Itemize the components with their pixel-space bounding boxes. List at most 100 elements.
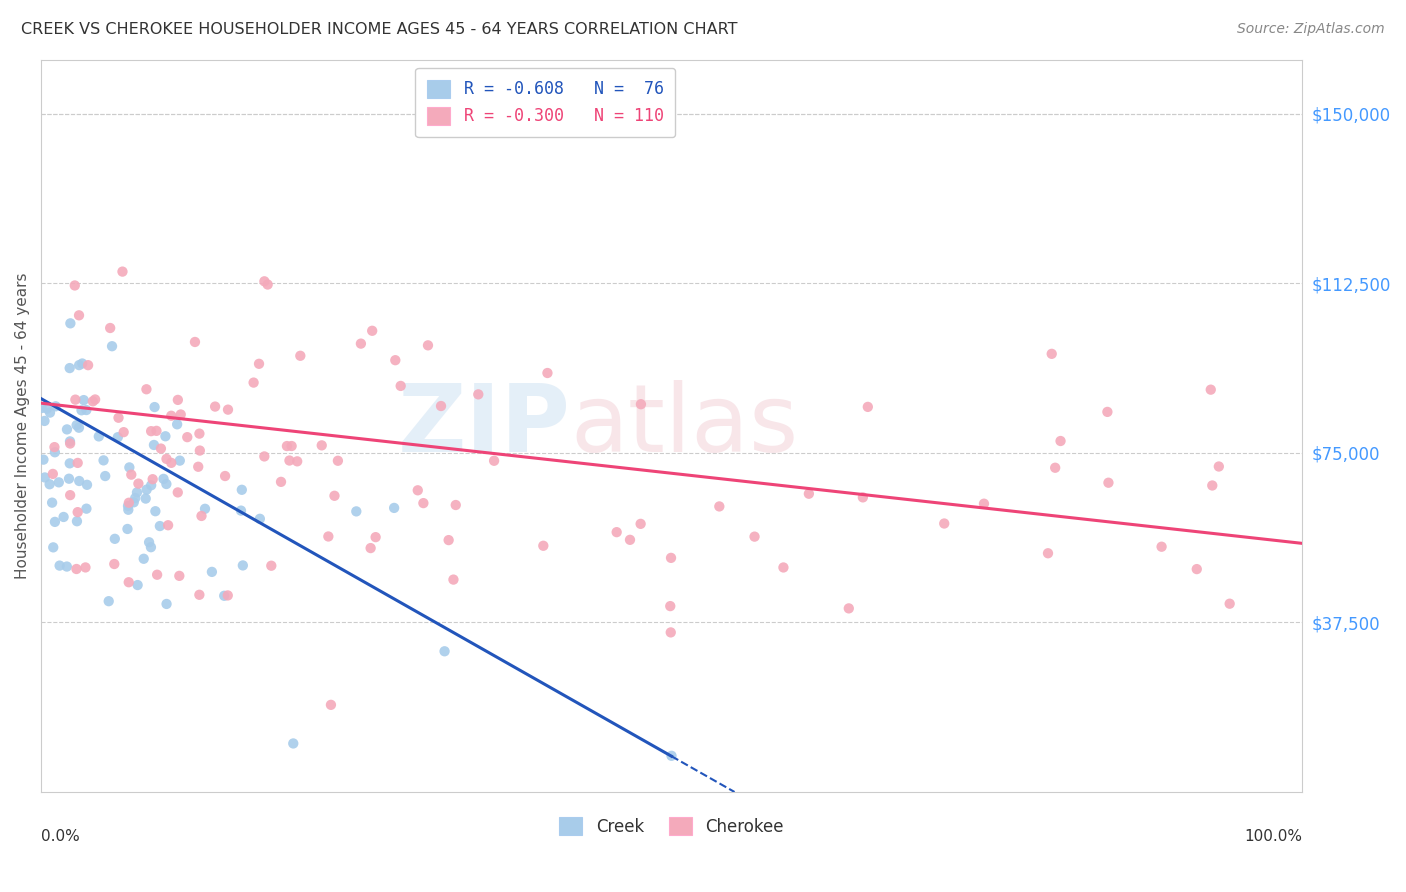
Point bbox=[65, 392, 87, 407]
Point bbox=[125, 485, 148, 500]
Point bbox=[124, 491, 146, 505]
Text: Source: ZipAtlas.com: Source: ZipAtlas.com bbox=[1237, 22, 1385, 37]
Point bbox=[204, 400, 226, 414]
Point bbox=[169, 453, 191, 467]
Point bbox=[166, 485, 188, 500]
Point bbox=[188, 443, 211, 458]
Point bbox=[66, 505, 89, 519]
Point bbox=[98, 321, 121, 335]
Point bbox=[201, 565, 224, 579]
Point bbox=[135, 483, 157, 497]
Point bbox=[214, 469, 236, 483]
Point bbox=[311, 438, 333, 452]
Point bbox=[44, 440, 66, 454]
Point bbox=[772, 560, 794, 574]
Point bbox=[35, 401, 58, 416]
Point bbox=[44, 445, 66, 459]
Point bbox=[389, 379, 412, 393]
Point bbox=[1201, 478, 1223, 492]
Point bbox=[145, 424, 167, 438]
Point bbox=[285, 454, 308, 468]
Point bbox=[141, 478, 163, 492]
Point bbox=[1040, 347, 1063, 361]
Point bbox=[87, 429, 110, 443]
Point bbox=[606, 525, 628, 540]
Point bbox=[256, 277, 278, 292]
Point bbox=[536, 366, 558, 380]
Point bbox=[75, 560, 97, 574]
Point bbox=[1199, 383, 1222, 397]
Point bbox=[276, 439, 298, 453]
Point bbox=[149, 519, 172, 533]
Point bbox=[120, 467, 142, 482]
Point bbox=[934, 516, 956, 531]
Point bbox=[482, 454, 505, 468]
Point bbox=[66, 514, 89, 528]
Point bbox=[797, 487, 820, 501]
Point bbox=[70, 403, 93, 417]
Point bbox=[318, 529, 340, 543]
Point bbox=[101, 339, 124, 353]
Point bbox=[145, 504, 167, 518]
Point bbox=[135, 491, 157, 506]
Point bbox=[59, 434, 82, 449]
Text: 100.0%: 100.0% bbox=[1244, 829, 1302, 844]
Point bbox=[59, 436, 82, 450]
Point bbox=[187, 459, 209, 474]
Point bbox=[139, 540, 162, 554]
Point bbox=[1097, 475, 1119, 490]
Point bbox=[66, 456, 89, 470]
Point bbox=[188, 588, 211, 602]
Point bbox=[34, 470, 56, 484]
Point bbox=[44, 515, 66, 529]
Point bbox=[323, 489, 346, 503]
Point bbox=[107, 410, 129, 425]
Point bbox=[32, 452, 55, 467]
Point bbox=[56, 422, 79, 436]
Point bbox=[107, 430, 129, 444]
Point bbox=[75, 403, 97, 417]
Point bbox=[155, 477, 177, 491]
Point bbox=[118, 460, 141, 475]
Point bbox=[160, 409, 183, 423]
Point bbox=[67, 474, 90, 488]
Point bbox=[242, 376, 264, 390]
Point bbox=[406, 483, 429, 498]
Point bbox=[280, 439, 302, 453]
Point bbox=[118, 496, 141, 510]
Point bbox=[630, 516, 652, 531]
Point bbox=[659, 625, 682, 640]
Point bbox=[67, 358, 90, 372]
Point bbox=[76, 478, 98, 492]
Point bbox=[127, 476, 149, 491]
Point bbox=[45, 400, 67, 414]
Point bbox=[63, 278, 86, 293]
Point bbox=[1150, 540, 1173, 554]
Point bbox=[443, 573, 465, 587]
Point bbox=[176, 430, 198, 444]
Point bbox=[253, 274, 276, 288]
Point bbox=[65, 418, 87, 433]
Point bbox=[184, 334, 207, 349]
Point bbox=[852, 491, 875, 505]
Point bbox=[416, 338, 439, 352]
Point bbox=[138, 535, 160, 549]
Point bbox=[73, 393, 96, 408]
Point bbox=[117, 499, 139, 513]
Point bbox=[270, 475, 292, 489]
Point bbox=[1097, 405, 1119, 419]
Point bbox=[283, 736, 305, 750]
Point bbox=[38, 477, 60, 491]
Point bbox=[433, 644, 456, 658]
Point bbox=[326, 454, 349, 468]
Point bbox=[190, 508, 212, 523]
Point bbox=[531, 539, 554, 553]
Point bbox=[59, 361, 82, 376]
Point bbox=[117, 502, 139, 516]
Point bbox=[132, 551, 155, 566]
Point bbox=[437, 533, 460, 548]
Legend: Creek, Cherokee: Creek, Cherokee bbox=[553, 810, 790, 842]
Point bbox=[122, 495, 145, 509]
Point bbox=[157, 518, 180, 533]
Point bbox=[229, 503, 252, 517]
